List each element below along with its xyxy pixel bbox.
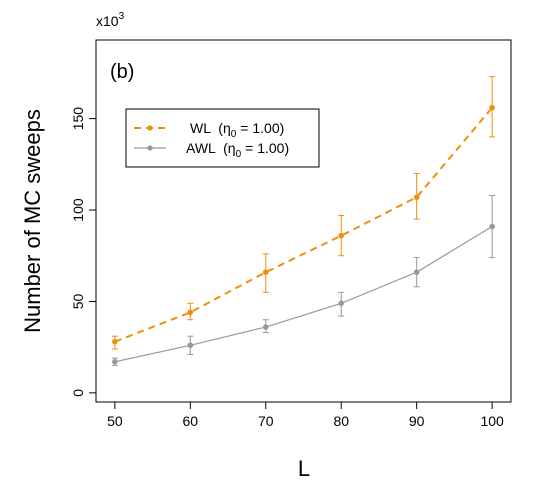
awl-point-80	[338, 300, 345, 307]
awl-point-60	[187, 342, 194, 349]
x-tick-label-80: 80	[333, 413, 349, 429]
awl-point-70	[262, 324, 269, 330]
wl-point-80	[338, 232, 345, 239]
legend-wl-suffix: = 1.00)	[240, 120, 284, 136]
awl-point-50	[112, 358, 118, 365]
x-tick-label-70: 70	[258, 413, 274, 429]
x-tick-label-100: 100	[480, 413, 504, 429]
x-tick-label-90: 90	[409, 413, 425, 429]
legend-awl-suffix: = 1.00)	[245, 140, 289, 156]
x-tick-label-60: 60	[183, 413, 199, 429]
legend-awl-param-sub: 0	[236, 149, 242, 160]
wl-point-50	[112, 338, 118, 345]
wl-point-60	[187, 309, 194, 316]
wl-series-line	[114, 107, 493, 343]
legend-awl-open: (	[215, 140, 228, 156]
awl-point-100	[489, 223, 495, 230]
x-tick-label-50: 50	[107, 413, 123, 429]
legend-wl-marker	[147, 125, 153, 131]
plot-frame	[95, 39, 512, 403]
legend-awl-param: η	[228, 140, 236, 156]
awl-series-line	[114, 225, 493, 363]
wl-point-90	[413, 194, 420, 201]
legend-wl-param-sub: 0	[231, 129, 237, 140]
legend-wl-text: WL (η0 = 1.00)	[190, 120, 284, 140]
legend-wl-open: (	[210, 120, 223, 136]
legend-awl-text: AWL (η0 = 1.00)	[186, 140, 289, 160]
legend: WL (η0 = 1.00) AWL (η0 = 1.00)	[125, 108, 320, 168]
y-tick-label-0: 0	[70, 389, 86, 397]
wl-point-100	[489, 104, 495, 111]
panel-label: (b)	[110, 61, 134, 83]
x-axis: 50 60 70 80 90 100	[107, 402, 504, 429]
y-axis-title: Number of MC sweeps	[20, 109, 45, 333]
legend-awl-name: AWL	[186, 140, 216, 156]
awl-point-90	[413, 269, 420, 275]
series-layer	[111, 76, 496, 366]
wl-point-70	[262, 269, 269, 275]
y-multiplier-base: x10	[96, 13, 119, 29]
legend-awl-marker	[147, 145, 153, 151]
y-multiplier: x103	[96, 11, 125, 29]
legend-box	[125, 108, 320, 168]
y-axis: 0 50 100 150	[70, 107, 96, 397]
y-tick-label-150: 150	[70, 107, 86, 131]
y-multiplier-exponent: 3	[119, 11, 125, 22]
y-tick-label-100: 100	[70, 198, 86, 222]
legend-wl-name: WL	[190, 120, 211, 136]
x-axis-title: L	[298, 456, 310, 481]
y-tick-label-50: 50	[70, 293, 86, 309]
legend-wl-param: η	[223, 120, 231, 136]
